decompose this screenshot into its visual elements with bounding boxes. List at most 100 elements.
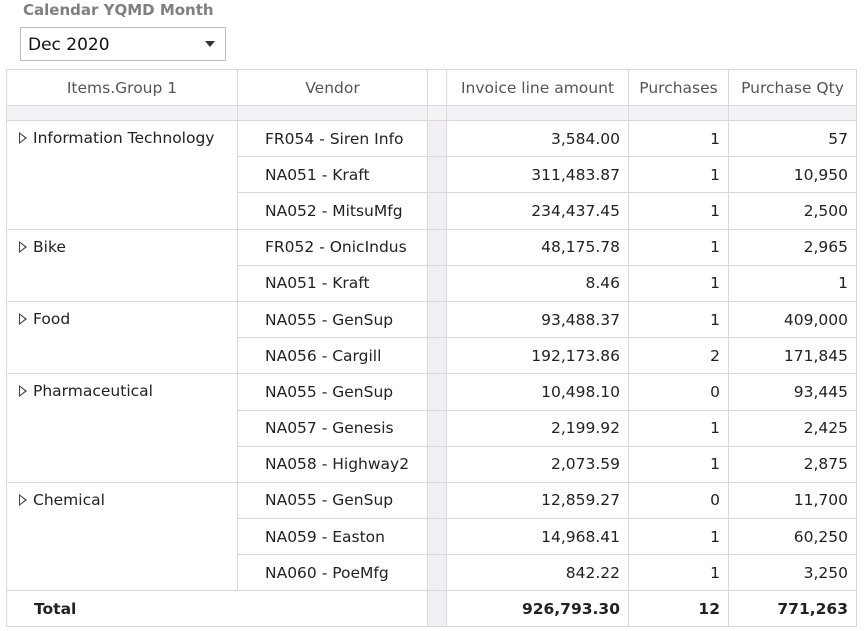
expand-triangle-icon[interactable]	[19, 240, 27, 253]
column-separator	[427, 481, 447, 520]
month-select-value: Dec 2020	[28, 35, 110, 55]
column-separator	[427, 119, 447, 158]
qty-cell: 2,965	[728, 228, 857, 266]
expand-triangle-icon[interactable]	[19, 312, 27, 325]
column-separator	[427, 192, 447, 230]
month-select[interactable]: Dec 2020	[20, 27, 226, 61]
purchases-cell: 1	[628, 518, 729, 556]
qty-cell: 93,445	[728, 373, 857, 411]
table-row: NA051 - Kraft 8.46 1 1	[7, 264, 857, 302]
header-row: Items.Group 1 Vendor Invoice line amount…	[6, 69, 857, 106]
amount-cell: 93,488.37	[446, 300, 629, 339]
group-label[interactable]: Information Technology	[33, 129, 215, 147]
vendor-cell: FR054 - Siren Info	[237, 119, 428, 158]
vendor-cell: NA059 - Easton	[237, 518, 428, 556]
column-separator	[427, 554, 447, 592]
vendor-cell: NA057 - Genesis	[237, 409, 428, 447]
column-separator	[427, 300, 447, 339]
vendor-cell: NA056 - Cargill	[237, 337, 428, 375]
table-row: NA060 - PoeMfg 842.22 1 3,250	[7, 554, 857, 592]
amount-cell: 2,199.92	[446, 409, 629, 447]
qty-cell: 171,845	[728, 337, 857, 375]
vendor-cell: NA051 - Kraft	[237, 156, 428, 194]
qty-cell: 60,250	[728, 518, 857, 556]
purchases-cell: 2	[628, 337, 729, 375]
total-amount: 926,793.30	[446, 590, 629, 628]
vendor-cell: NA058 - Highway2	[237, 445, 428, 483]
table-row: NA059 - Easton 14,968.41 1 60,250	[7, 518, 857, 556]
filter-label: Calendar YQMD Month	[23, 1, 214, 19]
pivot-table: Items.Group 1 Vendor Invoice line amount…	[6, 69, 857, 628]
group-cell: Chemical	[6, 481, 238, 592]
expand-triangle-icon[interactable]	[19, 132, 27, 144]
purchases-cell: 1	[628, 554, 729, 592]
amount-cell: 3,584.00	[446, 119, 629, 158]
purchases-cell: 1	[628, 409, 729, 447]
total-purchases: 12	[628, 590, 729, 628]
column-separator	[427, 409, 447, 447]
amount-cell: 48,175.78	[446, 228, 629, 266]
group-label[interactable]: Food	[33, 309, 71, 328]
qty-cell: 11,700	[728, 481, 857, 520]
table-row: Chemical NA055 - GenSup 12,859.27 0 11,700	[6, 481, 857, 592]
amount-cell: 10,498.10	[446, 373, 629, 411]
vendor-cell: FR052 - OnicIndus	[237, 228, 428, 266]
expand-triangle-icon[interactable]	[19, 493, 27, 506]
purchases-cell: 1	[628, 192, 729, 230]
column-separator	[427, 264, 447, 302]
table-row: NA052 - MitsuMfg 234,437.45 1 2,500	[7, 192, 857, 230]
amount-cell: 8.46	[446, 264, 629, 302]
qty-cell: 2,875	[728, 445, 857, 483]
amount-cell: 12,859.27	[446, 481, 629, 520]
column-separator	[427, 156, 447, 194]
column-separator	[427, 373, 447, 411]
total-row: Total 926,793.30 12 771,263	[6, 590, 857, 628]
amount-cell: 842.22	[446, 554, 629, 592]
vendor-cell: NA051 - Kraft	[237, 264, 428, 302]
group-label[interactable]: Chemical	[33, 490, 105, 509]
table-row: Pharmaceutical NA055 - GenSup 10,498.10 0 93…	[6, 373, 857, 483]
qty-cell: 3,250	[728, 554, 857, 592]
amount-cell: 234,437.45	[446, 192, 629, 230]
group-cell: Information Technology	[6, 120, 238, 230]
header-group[interactable]: Items.Group 1	[6, 69, 238, 106]
amount-cell: 14,968.41	[446, 518, 629, 556]
spacer-row	[6, 105, 857, 121]
purchases-cell: 1	[628, 264, 729, 302]
header-qty[interactable]: Purchase Qty	[728, 69, 857, 106]
amount-cell: 311,483.87	[446, 156, 629, 194]
qty-cell: 2,500	[728, 192, 857, 230]
column-separator	[427, 337, 447, 375]
vendor-cell: NA055 - GenSup	[237, 481, 428, 520]
column-separator	[427, 445, 447, 483]
column-separator	[427, 518, 447, 556]
table-row: NA051 - Kraft 311,483.87 1 10,950	[7, 156, 857, 194]
amount-cell: 2,073.59	[446, 445, 629, 483]
qty-cell: 409,000	[728, 300, 857, 339]
header-purchases[interactable]: Purchases	[628, 69, 729, 106]
chevron-down-icon[interactable]	[205, 41, 215, 47]
header-amount[interactable]: Invoice line amount	[446, 69, 629, 106]
header-vendor[interactable]: Vendor	[237, 69, 428, 106]
qty-cell: 2,425	[728, 409, 857, 447]
purchases-cell: 0	[628, 481, 729, 520]
group-label[interactable]: Pharmaceutical	[33, 382, 153, 401]
purchases-cell: 1	[628, 228, 729, 266]
vendor-cell: NA060 - PoeMfg	[237, 554, 428, 592]
purchases-cell: 0	[628, 373, 729, 411]
group-cell: Bike	[6, 228, 238, 302]
column-separator	[427, 590, 447, 628]
qty-cell: 1	[728, 264, 857, 302]
vendor-cell: NA052 - MitsuMfg	[237, 192, 428, 230]
table-row: NA058 - Highway2 2,073.59 1 2,875	[7, 445, 857, 483]
group-cell: Pharmaceutical	[6, 373, 238, 483]
purchases-cell: 1	[628, 156, 729, 194]
total-label: Total	[6, 590, 428, 628]
group-label[interactable]: Bike	[33, 237, 66, 256]
purchases-cell: 1	[628, 445, 729, 483]
table-row: Food NA055 - GenSup 93,488.37 1 409,000	[6, 300, 857, 375]
expand-triangle-icon[interactable]	[19, 385, 27, 398]
purchases-cell: 1	[628, 300, 729, 339]
purchases-cell: 1	[628, 119, 729, 158]
column-separator	[427, 69, 447, 106]
